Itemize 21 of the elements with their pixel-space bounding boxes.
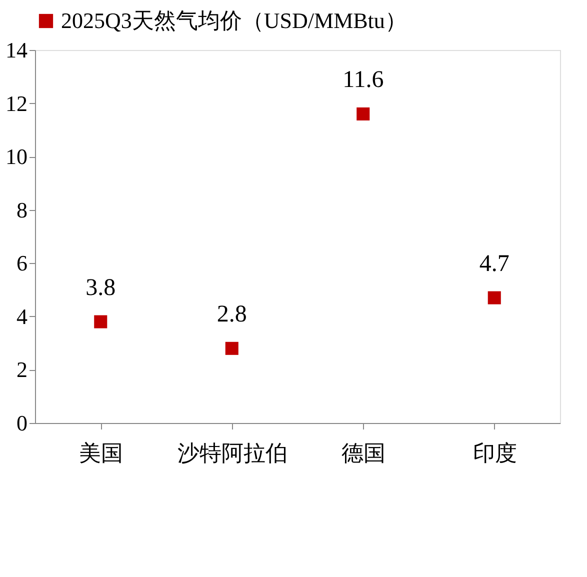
y-tick-label: 14 — [6, 38, 28, 62]
x-tick-label: 德国 — [342, 440, 386, 466]
data-label: 11.6 — [342, 66, 384, 93]
point — [356, 107, 370, 120]
point — [94, 315, 108, 328]
y-tick-label: 10 — [6, 144, 28, 170]
data-label: 2.8 — [216, 301, 247, 328]
point — [488, 291, 501, 304]
y-tick-label: 6 — [16, 250, 28, 276]
data-label: 3.8 — [86, 274, 116, 301]
x-tick-label: 印度 — [472, 440, 517, 466]
data-label: 4.7 — [479, 250, 510, 277]
legend-label: 2025Q3天然气均价（USD/MMBtu） — [61, 8, 407, 33]
y-tick-label: 8 — [16, 197, 28, 222]
x-tick-label: 美国 — [79, 440, 124, 466]
x-tick-label: 沙特阿拉伯 — [177, 440, 288, 466]
y-tick-label: 12 — [6, 90, 28, 116]
y-tick-label: 2 — [16, 357, 28, 382]
y-tick-label: 0 — [16, 410, 28, 436]
point — [225, 342, 238, 355]
y-tick-label: 4 — [16, 304, 28, 329]
